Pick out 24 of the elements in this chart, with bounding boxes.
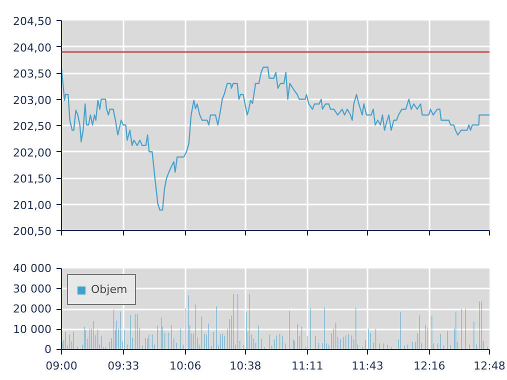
y-tick-label: 202,00 [13, 146, 52, 160]
x-tick-label: 10:06 [170, 360, 202, 372]
y-tick-label: 203,00 [13, 94, 52, 107]
x-tick-label: 11:43 [352, 360, 384, 372]
y-tick-label: 40 000 [13, 262, 52, 275]
x-tick-label: 11:11 [292, 360, 324, 372]
x-tick-label: 10:38 [230, 360, 262, 372]
y-tick-label: 0 [44, 343, 52, 356]
x-tick-label: 09:00 [46, 360, 78, 372]
y-tick-label: 204,00 [13, 41, 52, 54]
legend-label: Objem [91, 283, 128, 296]
y-tick-label: 10 000 [13, 322, 52, 336]
y-tick-label: 30 000 [13, 282, 52, 296]
line-series [62, 66, 490, 211]
y-tick-label: 200,50 [13, 225, 52, 238]
y-tick-label: 201,50 [13, 172, 52, 186]
x-tick-label: 12:16 [414, 360, 446, 372]
x-tick-label: 09:33 [108, 360, 140, 372]
y-tick-label: 204,50 [13, 15, 52, 28]
y-tick-label: 201,00 [13, 198, 52, 212]
y-tick-label: 202,50 [13, 120, 52, 133]
y-tick-label: 203,50 [13, 68, 52, 80]
y-tick-label: 20 000 [13, 302, 52, 316]
x-tick-label: 12:48 [474, 360, 506, 372]
